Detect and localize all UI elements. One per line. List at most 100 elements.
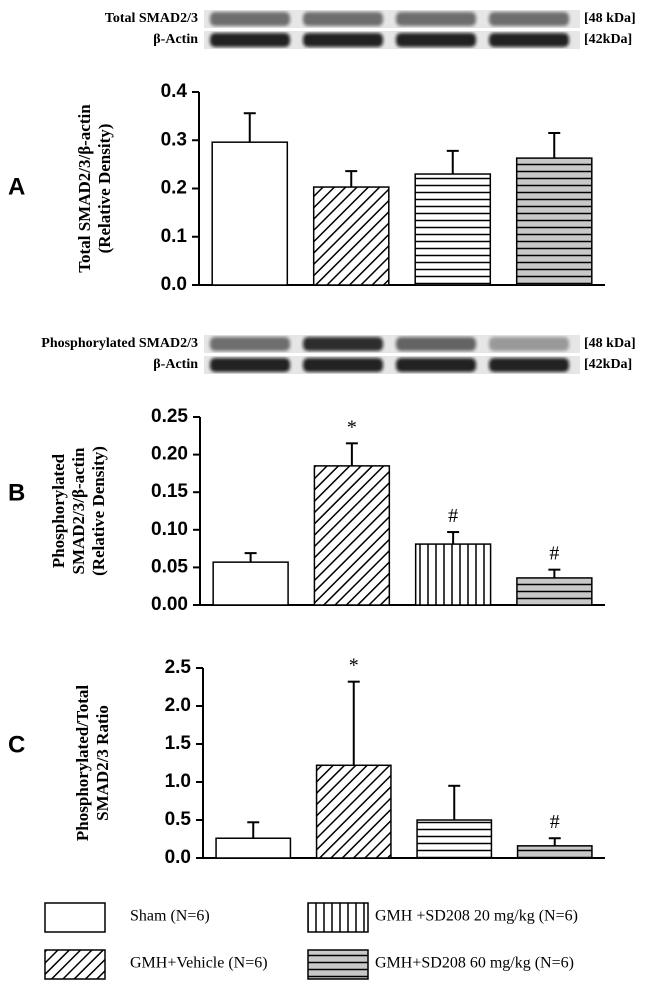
bar-hatch [314, 465, 390, 605]
legend-swatch [45, 903, 105, 932]
bar-outline [414, 543, 492, 606]
legend-label: GMH+SD208 60 mg/kg (N=6) [375, 955, 574, 972]
chart: Phosphorylated SMAD2/3 [48 kDa] β-Actin [42… [8, 335, 636, 615]
bar-hatch [517, 845, 592, 858]
y-tick-label: 1.5 [165, 733, 192, 754]
y-tick-label: 0.2 [161, 178, 187, 199]
blot-band [489, 358, 569, 372]
significance-mark: * [349, 655, 359, 677]
blot-band [210, 12, 290, 26]
y-axis-label: Phosphorylated/Total [73, 685, 92, 841]
bar [213, 562, 289, 605]
y-tick-label: 0.00 [151, 594, 188, 615]
bar-outline [211, 141, 289, 286]
blot-band [489, 12, 569, 26]
bar-hatch [417, 820, 492, 858]
blot-size: [42kDa] [584, 357, 632, 372]
significance-mark: # [550, 811, 560, 833]
legend-swatch-outline [307, 902, 369, 933]
y-tick-label: 0.3 [161, 129, 187, 150]
y-tick-label: 0.0 [165, 847, 191, 868]
y-tick-label: 0.0 [161, 274, 187, 295]
legend-swatch-outline [44, 902, 106, 933]
panel-label: B [8, 479, 25, 506]
y-tick-label: 2.5 [165, 657, 192, 678]
y-tick-label: 0.5 [165, 809, 192, 830]
bar-outline [515, 157, 593, 286]
y-tick-label: 0.20 [151, 444, 188, 465]
chart: Total SMAD2/3 [48 kDa] β-Actin [42kDa] A Tota… [8, 10, 636, 295]
panel-label: A [8, 173, 25, 200]
blot-band [303, 12, 383, 26]
bar-outline [312, 186, 390, 286]
legend-label: GMH +SD208 20 mg/kg (N=6) [375, 908, 578, 925]
y-tick-label: 2.0 [165, 695, 191, 716]
bar-outline [313, 465, 391, 606]
bar-hatch [516, 158, 592, 285]
y-tick-label: 0.25 [151, 406, 188, 427]
y-tick-label: 0.4 [161, 81, 188, 102]
y-axis-label: SMAD2/3/β-actin [69, 447, 88, 575]
blot-band [303, 358, 383, 372]
blot-size: [48 kDa] [584, 336, 636, 351]
bar-hatch [415, 174, 491, 285]
y-axis-label: (Relative Density) [95, 124, 114, 254]
blot-band [489, 337, 569, 351]
bar [216, 838, 291, 858]
bar-hatch [516, 577, 592, 605]
y-axis-label: Phosphorylated [49, 453, 68, 568]
blot-band [210, 33, 290, 47]
legend-swatch-hatch [308, 950, 368, 979]
blot-label: β-Actin [153, 357, 198, 372]
blot-band [303, 33, 383, 47]
significance-mark: # [549, 543, 559, 565]
legend-swatch-hatch [308, 903, 368, 932]
blot-band [210, 358, 290, 372]
blot-size: [42kDa] [584, 32, 632, 47]
chart: C Phosphorylated/Total SMAD2/3 Ratio 0.0 0.5… [8, 655, 605, 868]
blot-band [210, 337, 290, 351]
y-tick-label: 1.0 [165, 771, 191, 792]
y-axis-label: Total SMAD2/3/β-actin [75, 104, 94, 273]
legend-swatch-outline [44, 949, 106, 980]
panel-label: C [8, 731, 25, 758]
bar-outline [212, 561, 289, 606]
bar-outline [315, 764, 392, 859]
bar-outline [516, 845, 593, 859]
blot-background [204, 356, 580, 374]
blot-label: Total SMAD2/3 [105, 11, 198, 26]
legend-label: GMH+Vehicle (N=6) [130, 955, 268, 972]
significance-mark: # [448, 505, 458, 527]
blot-background [204, 10, 580, 28]
y-tick-label: 0.1 [161, 226, 188, 247]
blot-band [303, 337, 383, 351]
y-axis-label: (Relative Density) [89, 446, 108, 576]
bar-hatch [415, 544, 491, 605]
blot-background [204, 335, 580, 353]
blot-band [396, 358, 476, 372]
legend: Sham (N=6) GMH+Vehicle (N=6) GMH +SD208 20… [44, 902, 578, 980]
bar-outline [215, 837, 292, 859]
y-tick-label: 0.05 [151, 556, 188, 577]
y-tick-label: 0.15 [151, 481, 188, 502]
blot-band [396, 12, 476, 26]
y-tick-label: 0.10 [151, 519, 188, 540]
bar [212, 142, 288, 285]
legend-swatch-hatch [45, 950, 105, 979]
significance-mark: * [347, 416, 357, 438]
bar-hatch [316, 765, 391, 858]
blot-label: Phosphorylated SMAD2/3 [41, 336, 198, 351]
blot-label: β-Actin [153, 32, 198, 47]
bar-outline [416, 819, 493, 859]
bar-hatch [313, 187, 389, 285]
blot-band [489, 33, 569, 47]
blot-band [396, 33, 476, 47]
legend-label: Sham (N=6) [130, 908, 210, 925]
bar-outline [516, 577, 593, 606]
blot-band [396, 337, 476, 351]
bar-outline [414, 173, 492, 286]
blot-background [204, 31, 580, 49]
legend-swatch-outline [307, 949, 369, 980]
blot-size: [48 kDa] [584, 11, 636, 26]
